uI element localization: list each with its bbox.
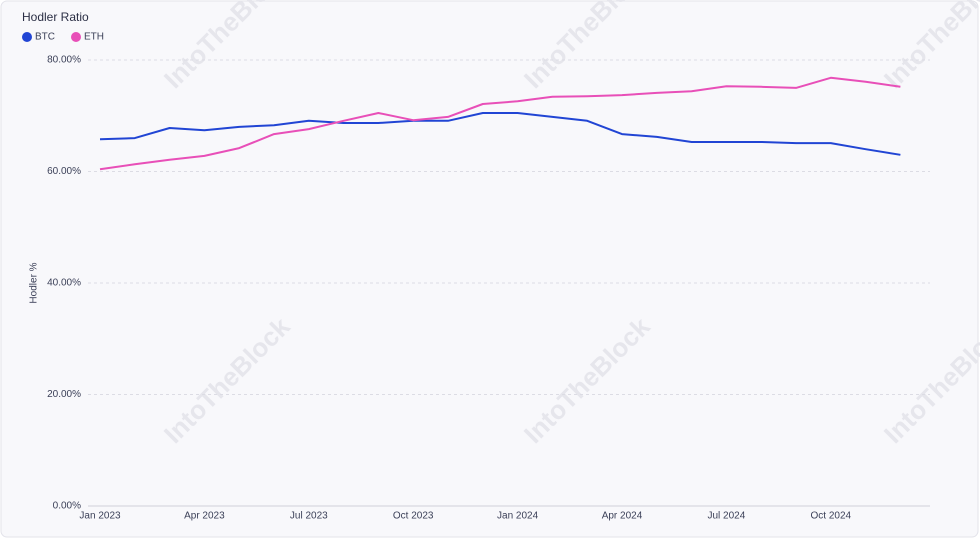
y-tick-label: 0.00%: [53, 501, 81, 512]
y-tick-label: 40.00%: [47, 278, 81, 289]
y-axis-label: Hodler %: [29, 262, 40, 303]
series-line: [99, 76, 901, 171]
x-tick-label: Jan 2023: [79, 511, 121, 522]
legend-label: ETH: [84, 32, 104, 43]
x-tick-label: Jul 2023: [290, 511, 328, 522]
chart-title: Hodler Ratio: [22, 10, 89, 24]
series-line: [99, 112, 901, 156]
x-tick-label: Jul 2024: [707, 511, 745, 522]
legend-marker: [22, 32, 32, 42]
legend-label: BTC: [35, 32, 55, 43]
y-tick-label: 80.00%: [47, 55, 81, 66]
y-tick-label: 60.00%: [47, 166, 81, 177]
x-tick-label: Oct 2024: [811, 511, 852, 522]
x-tick-label: Jan 2024: [497, 511, 539, 522]
x-tick-label: Apr 2023: [184, 511, 225, 522]
x-tick-label: Apr 2024: [602, 511, 643, 522]
y-tick-label: 20.00%: [47, 389, 81, 400]
legend-marker: [71, 32, 81, 42]
x-tick-label: Oct 2023: [393, 511, 434, 522]
